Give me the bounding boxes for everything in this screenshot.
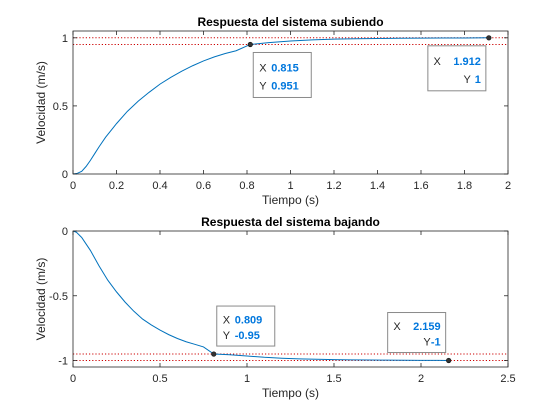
- y-tick-label: 0.5: [53, 101, 68, 113]
- datatip-x-label: X: [223, 314, 231, 326]
- y-tick-label: -1: [58, 356, 68, 368]
- x-tick-label: 0.6: [196, 180, 211, 192]
- x-tick-label: 1.6: [413, 180, 428, 192]
- x-tick-label: 2.5: [500, 373, 515, 385]
- x-tick-label: 1.2: [326, 180, 341, 192]
- datatip-box: [427, 45, 487, 92]
- x-tick-label: 0: [70, 180, 76, 192]
- x-tick-label: 0.2: [109, 180, 124, 192]
- datatip-x-label: X: [393, 321, 401, 333]
- chart-title: Respuesta del sistema bajando: [201, 215, 380, 229]
- datatip: X 0.815 Y 0.951: [247, 41, 312, 98]
- datatip-marker: [446, 357, 452, 364]
- y-tick-label: 0: [62, 169, 68, 181]
- series-line: [72, 37, 489, 175]
- y-axis-label: Velocidad (m/s): [34, 258, 48, 341]
- datatip-marker: [486, 35, 492, 41]
- x-tick-label: 0.8: [239, 180, 254, 192]
- datatip: X 1.912 Y 1: [427, 35, 492, 92]
- datatip-x-value: 1.912: [453, 56, 481, 68]
- x-tick-label: 1.8: [457, 180, 472, 192]
- datatip-x-label: X: [434, 56, 442, 68]
- datatip: X 0.809 Y -0.95: [211, 305, 276, 357]
- datatip-y-value: -1: [431, 337, 441, 349]
- axes-box: [72, 230, 509, 368]
- datatip-x-value: 0.815: [271, 63, 299, 75]
- x-tick-label: 1: [287, 180, 293, 192]
- series-line: [72, 230, 449, 362]
- datatip-x-value: 2.159: [413, 321, 441, 333]
- datatip-x-value: 0.809: [235, 314, 263, 326]
- datatip-y-label: Y: [464, 74, 472, 86]
- x-tick-label: 1.4: [370, 180, 385, 192]
- x-tick-label: 0.5: [152, 373, 167, 385]
- chart-title: Respuesta del sistema subiendo: [197, 15, 383, 29]
- x-tick-label: 0.4: [152, 180, 167, 192]
- x-tick-label: 2: [505, 180, 511, 192]
- datatip-y-value: 1: [475, 74, 481, 86]
- y-axis-label: Velocidad (m/s): [34, 61, 48, 144]
- y-tick-label: -0.5: [49, 291, 68, 303]
- datatip-y-value: 0.951: [271, 81, 299, 93]
- top-chart: 0 0.2 0.4 0.6 0.8 1 1.2 1.4 1.6 1.8 2 0 0.5 1 Respuest…: [34, 15, 511, 207]
- x-tick-label: 2: [418, 373, 424, 385]
- datatip: X 2.159 Y -1: [387, 312, 452, 364]
- datatip-marker: [247, 41, 253, 48]
- x-tick-label: 1.5: [326, 373, 341, 385]
- datatip-y-label: Y: [223, 330, 231, 342]
- datatip-x-label: X: [259, 63, 267, 75]
- datatip-y-label: Y: [259, 81, 267, 93]
- bottom-chart: 0 0.5 1 1.5 2 2.5 -1 -0.5 0 Respuesta del sistema…: [34, 215, 516, 400]
- datatip-marker: [211, 351, 217, 357]
- x-axis-label: Tiempo (s): [262, 193, 319, 207]
- datatip-y-label: Y: [423, 337, 431, 349]
- y-tick-label: 1: [62, 33, 68, 45]
- y-tick-label: 0: [62, 226, 68, 238]
- x-tick-label: 0: [70, 373, 76, 385]
- datatip-y-value: -0.95: [235, 330, 260, 342]
- x-axis-label: Tiempo (s): [262, 386, 319, 400]
- x-tick-label: 1: [244, 373, 250, 385]
- datatip-box: [387, 312, 447, 354]
- datatip-box: [252, 51, 312, 98]
- datatip-box: [216, 305, 276, 347]
